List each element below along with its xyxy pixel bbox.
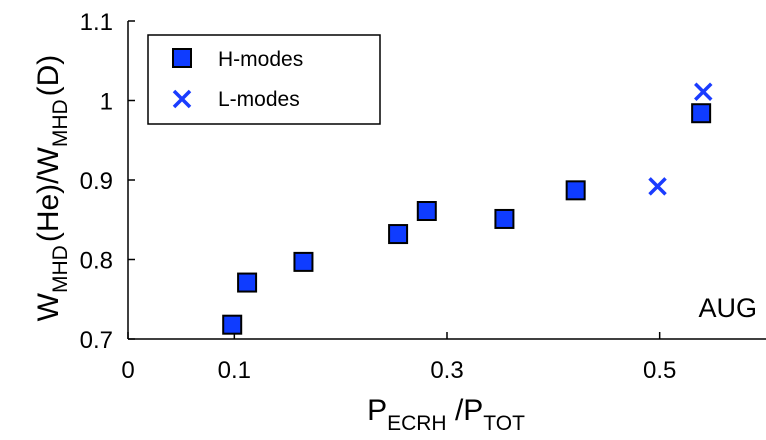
legend-x-marker: [172, 89, 192, 109]
data-point-l-mode: [648, 177, 667, 196]
data-point-h-mode: [222, 314, 243, 335]
data-point-l-mode: [694, 82, 713, 101]
annotation-label: AUG: [698, 293, 757, 323]
y-tick-label: 1: [100, 89, 113, 116]
y-tick-label: 0.7: [80, 327, 113, 354]
y-tick-label: 1.1: [80, 9, 113, 36]
y-axis-label: WMHD(He)/WMHD(D): [32, 55, 72, 322]
legend-label-h-modes: H-modes: [218, 48, 303, 71]
marker-stroke: [694, 82, 713, 101]
y-tick-label: 0.8: [80, 248, 113, 275]
x-axis-label: PECRH /PTOT: [367, 394, 525, 435]
legend-square-marker: [172, 48, 192, 68]
data-point-h-mode: [293, 251, 314, 272]
data-point-h-mode: [691, 103, 712, 124]
marker-stroke: [648, 177, 667, 196]
x-tick-label: 0.5: [643, 357, 676, 384]
y-tick-label: 0.9: [80, 168, 113, 195]
data-point-h-mode: [237, 272, 258, 293]
data-point-h-mode: [388, 224, 409, 245]
data-point-h-mode: [565, 180, 586, 201]
data-point-h-mode: [416, 201, 437, 222]
plot-area: 0 0.1 0.3 0.5 0.7 0.8 0.9 1 1.1: [80, 9, 766, 384]
x-tick-label: 0.3: [430, 357, 463, 384]
x-tick-label: 0: [121, 357, 134, 384]
data-point-h-mode: [494, 208, 515, 229]
x-tick-label: 0.1: [218, 357, 251, 384]
legend: H-modes L-modes: [147, 34, 381, 125]
legend-label-l-modes: L-modes: [218, 88, 300, 111]
